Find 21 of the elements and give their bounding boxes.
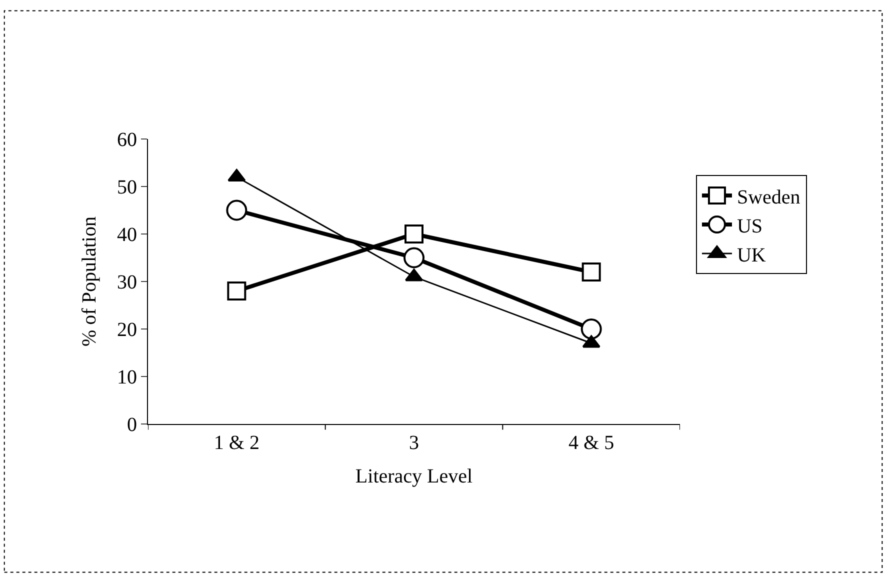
x-axis-title: Literacy Level (355, 466, 474, 488)
legend-label: UK (736, 244, 766, 266)
y-tick-label: 60 (117, 129, 137, 151)
legend-label: Sweden (736, 186, 800, 208)
x-tick-label: 1 & 2 (214, 432, 260, 454)
point (404, 224, 424, 244)
y-tick-label: 50 (117, 176, 137, 198)
x-tick-label: 4 & 5 (568, 432, 614, 454)
point (404, 247, 424, 268)
y-tick-label: 0 (127, 414, 137, 436)
y-tick-label: 20 (117, 319, 137, 341)
point (582, 262, 601, 282)
legend-label: US (736, 215, 763, 238)
x-tick-label: 3 (409, 432, 419, 454)
y-tick-label: 30 (117, 272, 137, 294)
point (227, 282, 246, 300)
point (580, 318, 602, 340)
y-axis-title: % of Population (78, 216, 100, 346)
point (226, 200, 248, 221)
y-tick-label: 10 (117, 366, 137, 388)
y-tick-label: 40 (117, 224, 137, 246)
